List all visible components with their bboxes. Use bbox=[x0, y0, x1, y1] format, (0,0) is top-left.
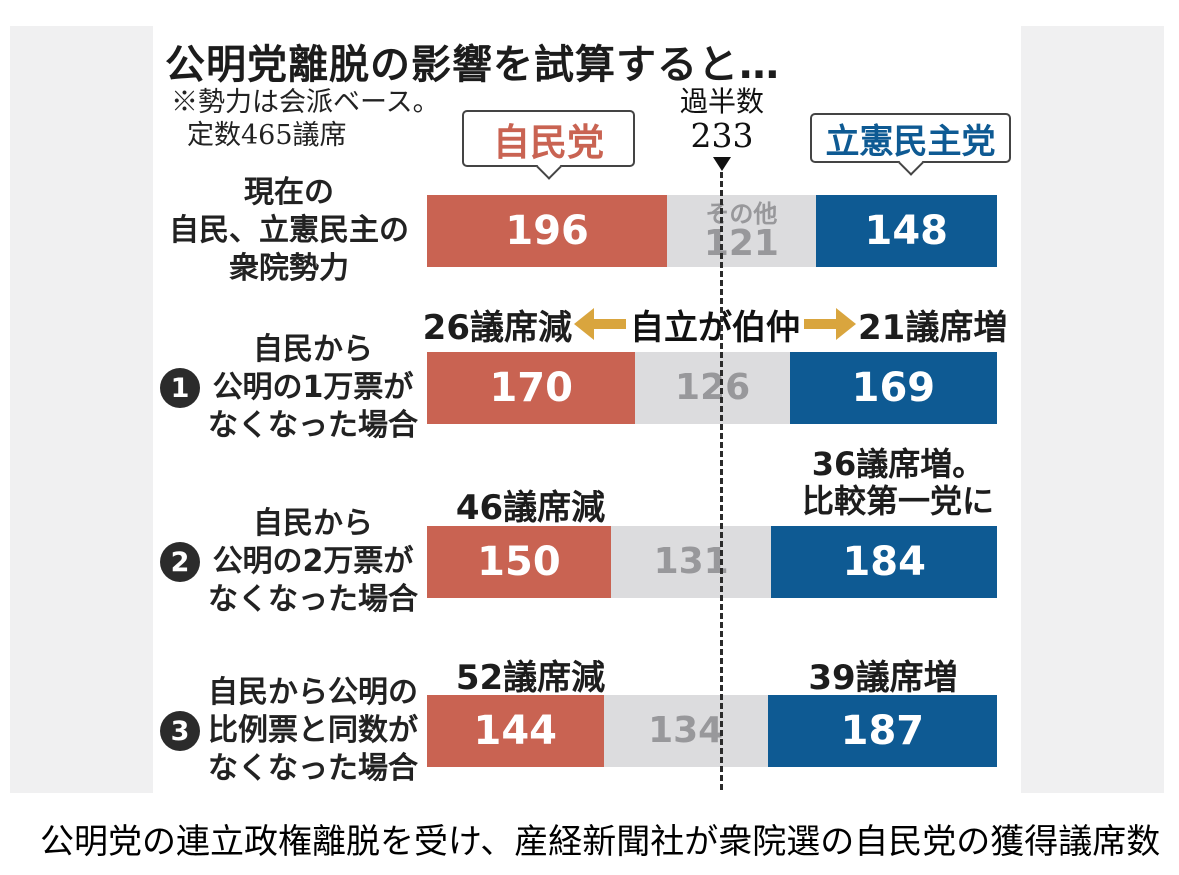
cdp-bar-segment: 184 bbox=[771, 526, 997, 598]
other-label: その他 bbox=[705, 199, 778, 228]
ldp-seat-value: 196 bbox=[505, 208, 589, 254]
other-bar-segment: その他 121 bbox=[667, 195, 816, 267]
cdp-seat-value: 187 bbox=[840, 708, 925, 754]
row-label-text: 現在の 自民、立憲民主の 衆院勢力 bbox=[169, 175, 409, 286]
ldp-legend-box: 自民党 bbox=[462, 110, 635, 180]
row-label-text: 自民から公明の 比例票と同数が なくなった場合 bbox=[208, 675, 418, 786]
row-label-scenario1: 1 自民から 公明の1万票が なくなった場合 bbox=[155, 316, 423, 460]
cdp-change-note: 39議席増 bbox=[808, 658, 958, 698]
scenario2-number-badge: 2 bbox=[160, 542, 200, 582]
ldp-change-note: 46議席減 bbox=[455, 488, 606, 528]
ldp-change-note: 52議席減 bbox=[455, 658, 606, 698]
other-seat-value: 121 bbox=[703, 222, 779, 264]
arrow-right-icon bbox=[804, 308, 856, 340]
cdp-seat-value: 169 bbox=[851, 365, 936, 411]
ldp-seat-value: 144 bbox=[473, 708, 558, 754]
cdp-change-note: 21議席増 bbox=[858, 307, 1008, 348]
scenario1-annotation: 26議席減 自立が伯仲 21議席増 bbox=[423, 300, 1008, 348]
bar-row-scenario1: 170 126 169 bbox=[427, 352, 997, 424]
center-note: 自立が伯仲 bbox=[630, 307, 800, 348]
chart-note: ※勢力は会派ベース。 定数465議席 bbox=[171, 86, 440, 152]
row-label-current: 現在の 自民、立憲民主の 衆院勢力 bbox=[155, 159, 423, 303]
note-line-2: 定数465議席 bbox=[187, 120, 347, 151]
ldp-bar-segment: 144 bbox=[427, 695, 604, 767]
ldp-seat-value: 150 bbox=[477, 539, 561, 585]
other-seat-value: 134 bbox=[648, 710, 724, 751]
majority-arrow-icon bbox=[713, 157, 731, 171]
other-seat-value: 131 bbox=[653, 541, 729, 582]
other-bar-segment: 134 bbox=[603, 695, 768, 767]
bar-row-scenario2: 150 131 184 bbox=[427, 526, 997, 598]
cdp-change-note: 36議席増。 比較第一党に bbox=[801, 445, 994, 520]
bar-row-scenario3: 144 134 187 bbox=[427, 695, 997, 767]
cdp-bar-segment: 187 bbox=[767, 695, 997, 767]
ldp-seat-value: 170 bbox=[489, 365, 573, 411]
row-label-text: 自民から 公明の2万票が なくなった場合 bbox=[208, 506, 418, 617]
majority-dashed-line bbox=[720, 172, 723, 790]
other-bar-segment: 126 bbox=[635, 352, 790, 424]
other-bar-segment: 131 bbox=[610, 526, 772, 598]
ldp-bar-segment: 196 bbox=[427, 195, 668, 267]
majority-marker: 過半数 233 bbox=[662, 86, 782, 171]
chart-title: 公明党離脱の影響を試算すると… bbox=[165, 42, 780, 88]
bar-row-current: 196 その他 121 148 bbox=[427, 195, 997, 267]
majority-label: 過半数 bbox=[679, 85, 764, 118]
other-seat-value: 126 bbox=[675, 367, 751, 408]
note-line-1: ※勢力は会派ベース。 bbox=[171, 87, 440, 118]
seat-simulation-infographic: 公明党離脱の影響を試算すると… ※勢力は会派ベース。 定数465議席 自民党 立… bbox=[153, 26, 1021, 793]
ldp-bar-segment: 150 bbox=[427, 526, 611, 598]
article-text: 公明党の連立政権離脱を受け、産経新聞社が衆院選の自民党の獲得議席数 bbox=[40, 822, 1161, 862]
cdp-bar-segment: 169 bbox=[789, 352, 997, 424]
cdp-seat-value: 148 bbox=[864, 208, 949, 254]
majority-value: 233 bbox=[690, 116, 754, 155]
arrow-left-icon bbox=[574, 308, 626, 340]
cdp-seat-value: 184 bbox=[842, 539, 926, 585]
row-label-text: 自民から 公明の1万票が なくなった場合 bbox=[208, 332, 418, 443]
cdp-bar-segment: 148 bbox=[815, 195, 997, 267]
row-label-scenario3: 3 自民から公明の 比例票と同数が なくなった場合 bbox=[155, 659, 423, 803]
row-label-scenario2: 2 自民から 公明の2万票が なくなった場合 bbox=[155, 490, 423, 634]
ldp-bar-segment: 170 bbox=[427, 352, 636, 424]
cdp-legend-box: 立憲民主党 bbox=[810, 113, 1011, 176]
ldp-change-note: 26議席減 bbox=[422, 307, 572, 348]
scenario3-number-badge: 3 bbox=[160, 711, 200, 751]
scenario1-number-badge: 1 bbox=[160, 368, 200, 408]
